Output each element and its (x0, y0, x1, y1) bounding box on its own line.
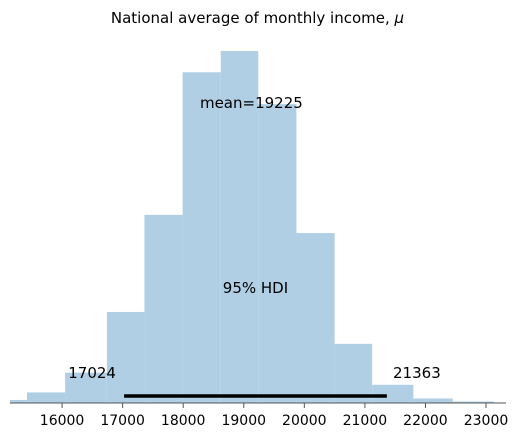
histogram-bar (10, 399, 27, 403)
hdi-low-label: 17024 (68, 364, 116, 382)
x-tick-label: 23000 (464, 413, 509, 429)
x-tick-label: 19000 (221, 413, 266, 429)
x-tick-label: 22000 (403, 413, 448, 429)
histogram-bar (413, 398, 453, 403)
x-tick-label: 16000 (40, 413, 85, 429)
histogram-bar (144, 214, 183, 403)
histogram-bar (372, 384, 414, 403)
x-axis-ticks: 16000 17000 18000 19000 20000 21000 22000 23000 (40, 403, 508, 429)
mean-label: mean=19225 (200, 94, 303, 112)
hdi-label: 95% HDI (223, 279, 288, 297)
x-tick-label: 17000 (100, 413, 145, 429)
chart-title: National average of monthly income, μ (110, 9, 405, 27)
histogram-bar (258, 104, 297, 403)
x-tick-label: 18000 (161, 413, 206, 429)
histogram-bar (106, 311, 145, 403)
histogram-bar (334, 343, 373, 403)
x-tick-label: 20000 (282, 413, 327, 429)
histogram-bar (220, 51, 259, 403)
histogram-bar (26, 392, 66, 403)
title-symbol: μ (394, 9, 405, 27)
histogram-bar (452, 401, 494, 403)
histogram-bars (10, 51, 494, 403)
histogram-bar (182, 72, 221, 403)
x-tick-label: 21000 (343, 413, 388, 429)
hdi-high-label: 21363 (393, 364, 441, 382)
histogram-bar (296, 233, 335, 403)
histogram-bar (65, 372, 107, 403)
